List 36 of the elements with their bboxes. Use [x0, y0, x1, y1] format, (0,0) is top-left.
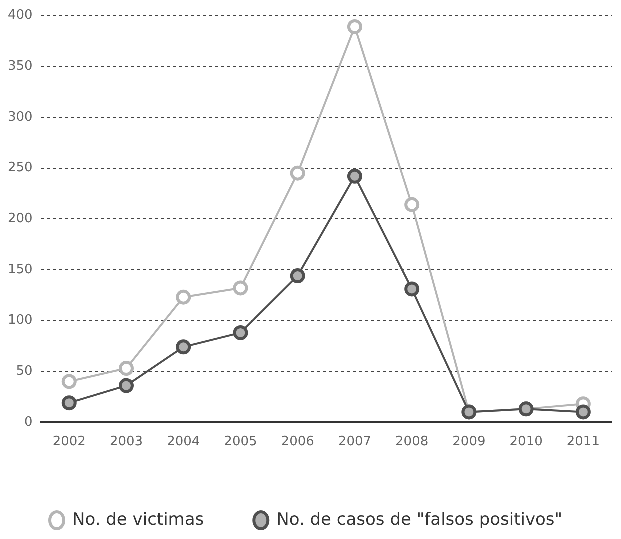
- x-tick-label: 2003: [110, 434, 144, 450]
- x-tick-label: 2008: [396, 434, 429, 450]
- x-tick-label: 2011: [566, 434, 600, 450]
- x-tick-label: 2009: [452, 434, 486, 450]
- point: [404, 282, 420, 297]
- x-tick-label: 2006: [281, 434, 314, 450]
- y-tick-label: 150: [8, 262, 33, 278]
- y-tick-label: 50: [16, 364, 33, 379]
- y-tick-label: 300: [8, 110, 33, 125]
- point: [176, 340, 192, 355]
- point: [118, 361, 134, 376]
- x-tick-label: 2010: [510, 434, 543, 450]
- point: [233, 280, 248, 296]
- point: [62, 396, 77, 411]
- legend-label: No. de casos de "falsos positivos": [276, 510, 563, 530]
- legend-label: No. de victimas: [72, 510, 204, 530]
- x-tick-label: 2002: [52, 434, 86, 450]
- point: [176, 290, 192, 305]
- point: [347, 19, 362, 34]
- point: [290, 166, 306, 181]
- y-tick-label: 100: [8, 313, 33, 328]
- x-tick-label: 2007: [338, 434, 372, 450]
- y-tick-label: 400: [8, 8, 33, 24]
- point: [404, 197, 420, 212]
- y-tick-label: 0: [24, 414, 33, 430]
- point: [233, 325, 248, 340]
- y-tick-label: 200: [8, 211, 33, 226]
- point: [62, 374, 77, 390]
- point: [290, 268, 306, 284]
- x-tick-label: 2005: [224, 434, 258, 450]
- x-tick-label: 2004: [167, 434, 200, 450]
- point: [118, 378, 134, 394]
- y-tick-label: 250: [8, 160, 33, 176]
- point: [347, 168, 362, 184]
- point: [576, 404, 591, 420]
- y-tick-label: 350: [8, 59, 33, 74]
